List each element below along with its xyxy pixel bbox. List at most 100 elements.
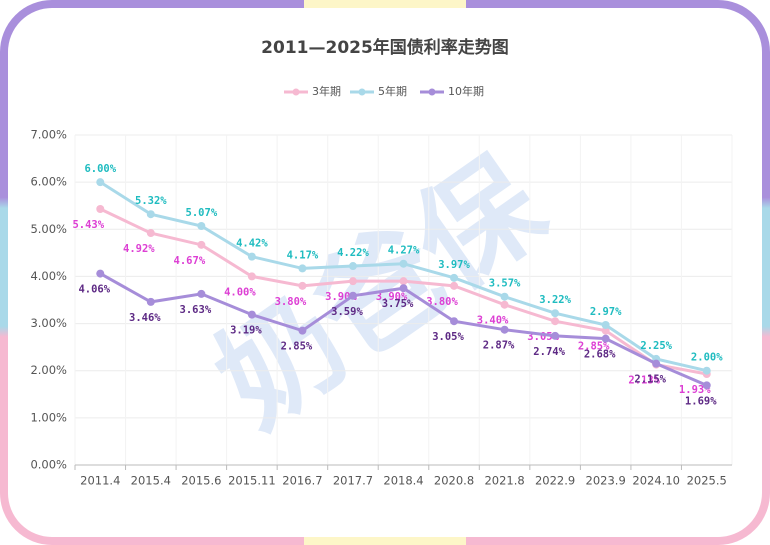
x-tick-label: 2011.4 — [80, 474, 120, 488]
value-label: 5.43% — [72, 219, 104, 231]
frame-accent — [304, 537, 466, 545]
data-point — [146, 229, 155, 238]
value-label: 1.69% — [685, 395, 717, 407]
data-point — [197, 289, 206, 298]
data-point — [298, 264, 307, 273]
data-point — [298, 326, 307, 335]
value-label: 3.46% — [129, 312, 161, 324]
frame-dash — [8, 8, 762, 537]
value-label: 4.06% — [78, 284, 110, 296]
plot: 0.00% 1.00% 2.00% 3.00% 4.00% 5.00% 6.00% 7.00%… — [30, 84, 733, 488]
value-label: 2.13% — [628, 375, 660, 387]
value-label: 2.85% — [281, 341, 313, 353]
data-point — [601, 320, 610, 329]
value-label: 3.90% — [376, 291, 408, 303]
value-label: 6.00% — [84, 163, 116, 175]
value-label: 3.80% — [275, 296, 307, 308]
value-label: 3.63% — [180, 304, 212, 316]
y-tick-label: 2.00% — [30, 363, 67, 377]
data-point — [450, 273, 459, 282]
x-tick-label: 2015.6 — [181, 474, 221, 488]
chart-title: 2011—2025年国债利率走势图 — [261, 37, 509, 58]
y-tick-label: 3.00% — [30, 316, 67, 330]
y-tick-label: 0.00% — [30, 458, 67, 472]
x-tick-label: 2015.4 — [131, 474, 171, 488]
x-tick-label: 2024.10 — [632, 474, 680, 488]
y-tick-label: 1.00% — [30, 410, 67, 424]
value-label: 2.87% — [483, 340, 515, 352]
value-label: 2.85% — [578, 341, 610, 353]
data-point — [399, 277, 408, 286]
data-point — [450, 317, 459, 326]
data-point — [551, 331, 560, 340]
x-tick-label: 2017.7 — [333, 474, 373, 488]
data-point — [551, 309, 560, 318]
value-label: 2.25% — [640, 340, 672, 352]
data-point — [500, 300, 509, 309]
legend-marker — [292, 88, 300, 96]
data-point — [96, 205, 105, 214]
data-point — [551, 317, 560, 326]
value-label: 4.22% — [337, 247, 369, 259]
y-tick-label: 5.00% — [30, 222, 67, 236]
x-tick-label: 2020.8 — [434, 474, 474, 488]
value-label: 2.00% — [691, 352, 723, 364]
data-point — [399, 284, 408, 293]
value-label: 2.15% — [634, 374, 666, 386]
value-label: 5.32% — [135, 195, 167, 207]
data-point — [500, 325, 509, 334]
frame-accent — [304, 0, 466, 8]
data-point — [247, 310, 256, 319]
legend-label: 5年期 — [378, 84, 407, 98]
data-point — [348, 291, 357, 300]
value-label: 2.97% — [590, 306, 622, 318]
value-label: 3.05% — [432, 331, 464, 343]
data-point — [500, 292, 509, 301]
value-label: 4.00% — [224, 286, 256, 298]
data-point — [652, 359, 661, 368]
value-label: 3.80% — [426, 296, 458, 308]
data-point — [197, 240, 206, 249]
value-label: 2.74% — [533, 346, 565, 358]
data-point — [247, 272, 256, 281]
value-label: 3.19% — [230, 325, 262, 337]
value-label: 3.22% — [539, 294, 571, 306]
x-tick-label: 2023.9 — [586, 474, 626, 488]
data-point — [298, 281, 307, 290]
data-point — [348, 277, 357, 286]
data-point — [702, 366, 711, 375]
y-tick-label: 7.00% — [30, 128, 67, 142]
legend-marker — [428, 88, 436, 96]
x-tick-label: 2025.5 — [687, 474, 727, 488]
value-label: 2.68% — [584, 349, 616, 361]
data-point — [702, 381, 711, 390]
data-point — [247, 252, 256, 261]
x-tick-label: 2016.7 — [282, 474, 322, 488]
legend-label: 3年期 — [312, 84, 341, 98]
value-label: 5.07% — [186, 207, 218, 219]
value-label: 4.42% — [236, 238, 268, 250]
value-label: 3.40% — [477, 315, 509, 327]
data-point — [399, 259, 408, 268]
data-point — [146, 210, 155, 219]
data-point — [601, 334, 610, 343]
data-point — [450, 281, 459, 290]
x-tick-label: 2015.11 — [228, 474, 276, 488]
data-point — [197, 221, 206, 230]
data-point — [348, 262, 357, 271]
legend-marker — [358, 88, 366, 96]
data-point — [146, 297, 155, 306]
value-label: 3.57% — [489, 278, 521, 290]
x-tick-label: 2021.8 — [484, 474, 524, 488]
value-label: 4.17% — [287, 249, 319, 261]
legend-label: 10年期 — [448, 84, 484, 98]
value-label: 3.97% — [438, 259, 470, 271]
y-tick-label: 4.00% — [30, 269, 67, 283]
value-label: 3.75% — [382, 298, 414, 310]
x-tick-label: 2022.9 — [535, 474, 575, 488]
value-label: 3.59% — [331, 306, 363, 318]
data-point — [96, 178, 105, 187]
y-tick-label: 6.00% — [30, 175, 67, 189]
value-label: 4.67% — [174, 255, 206, 267]
